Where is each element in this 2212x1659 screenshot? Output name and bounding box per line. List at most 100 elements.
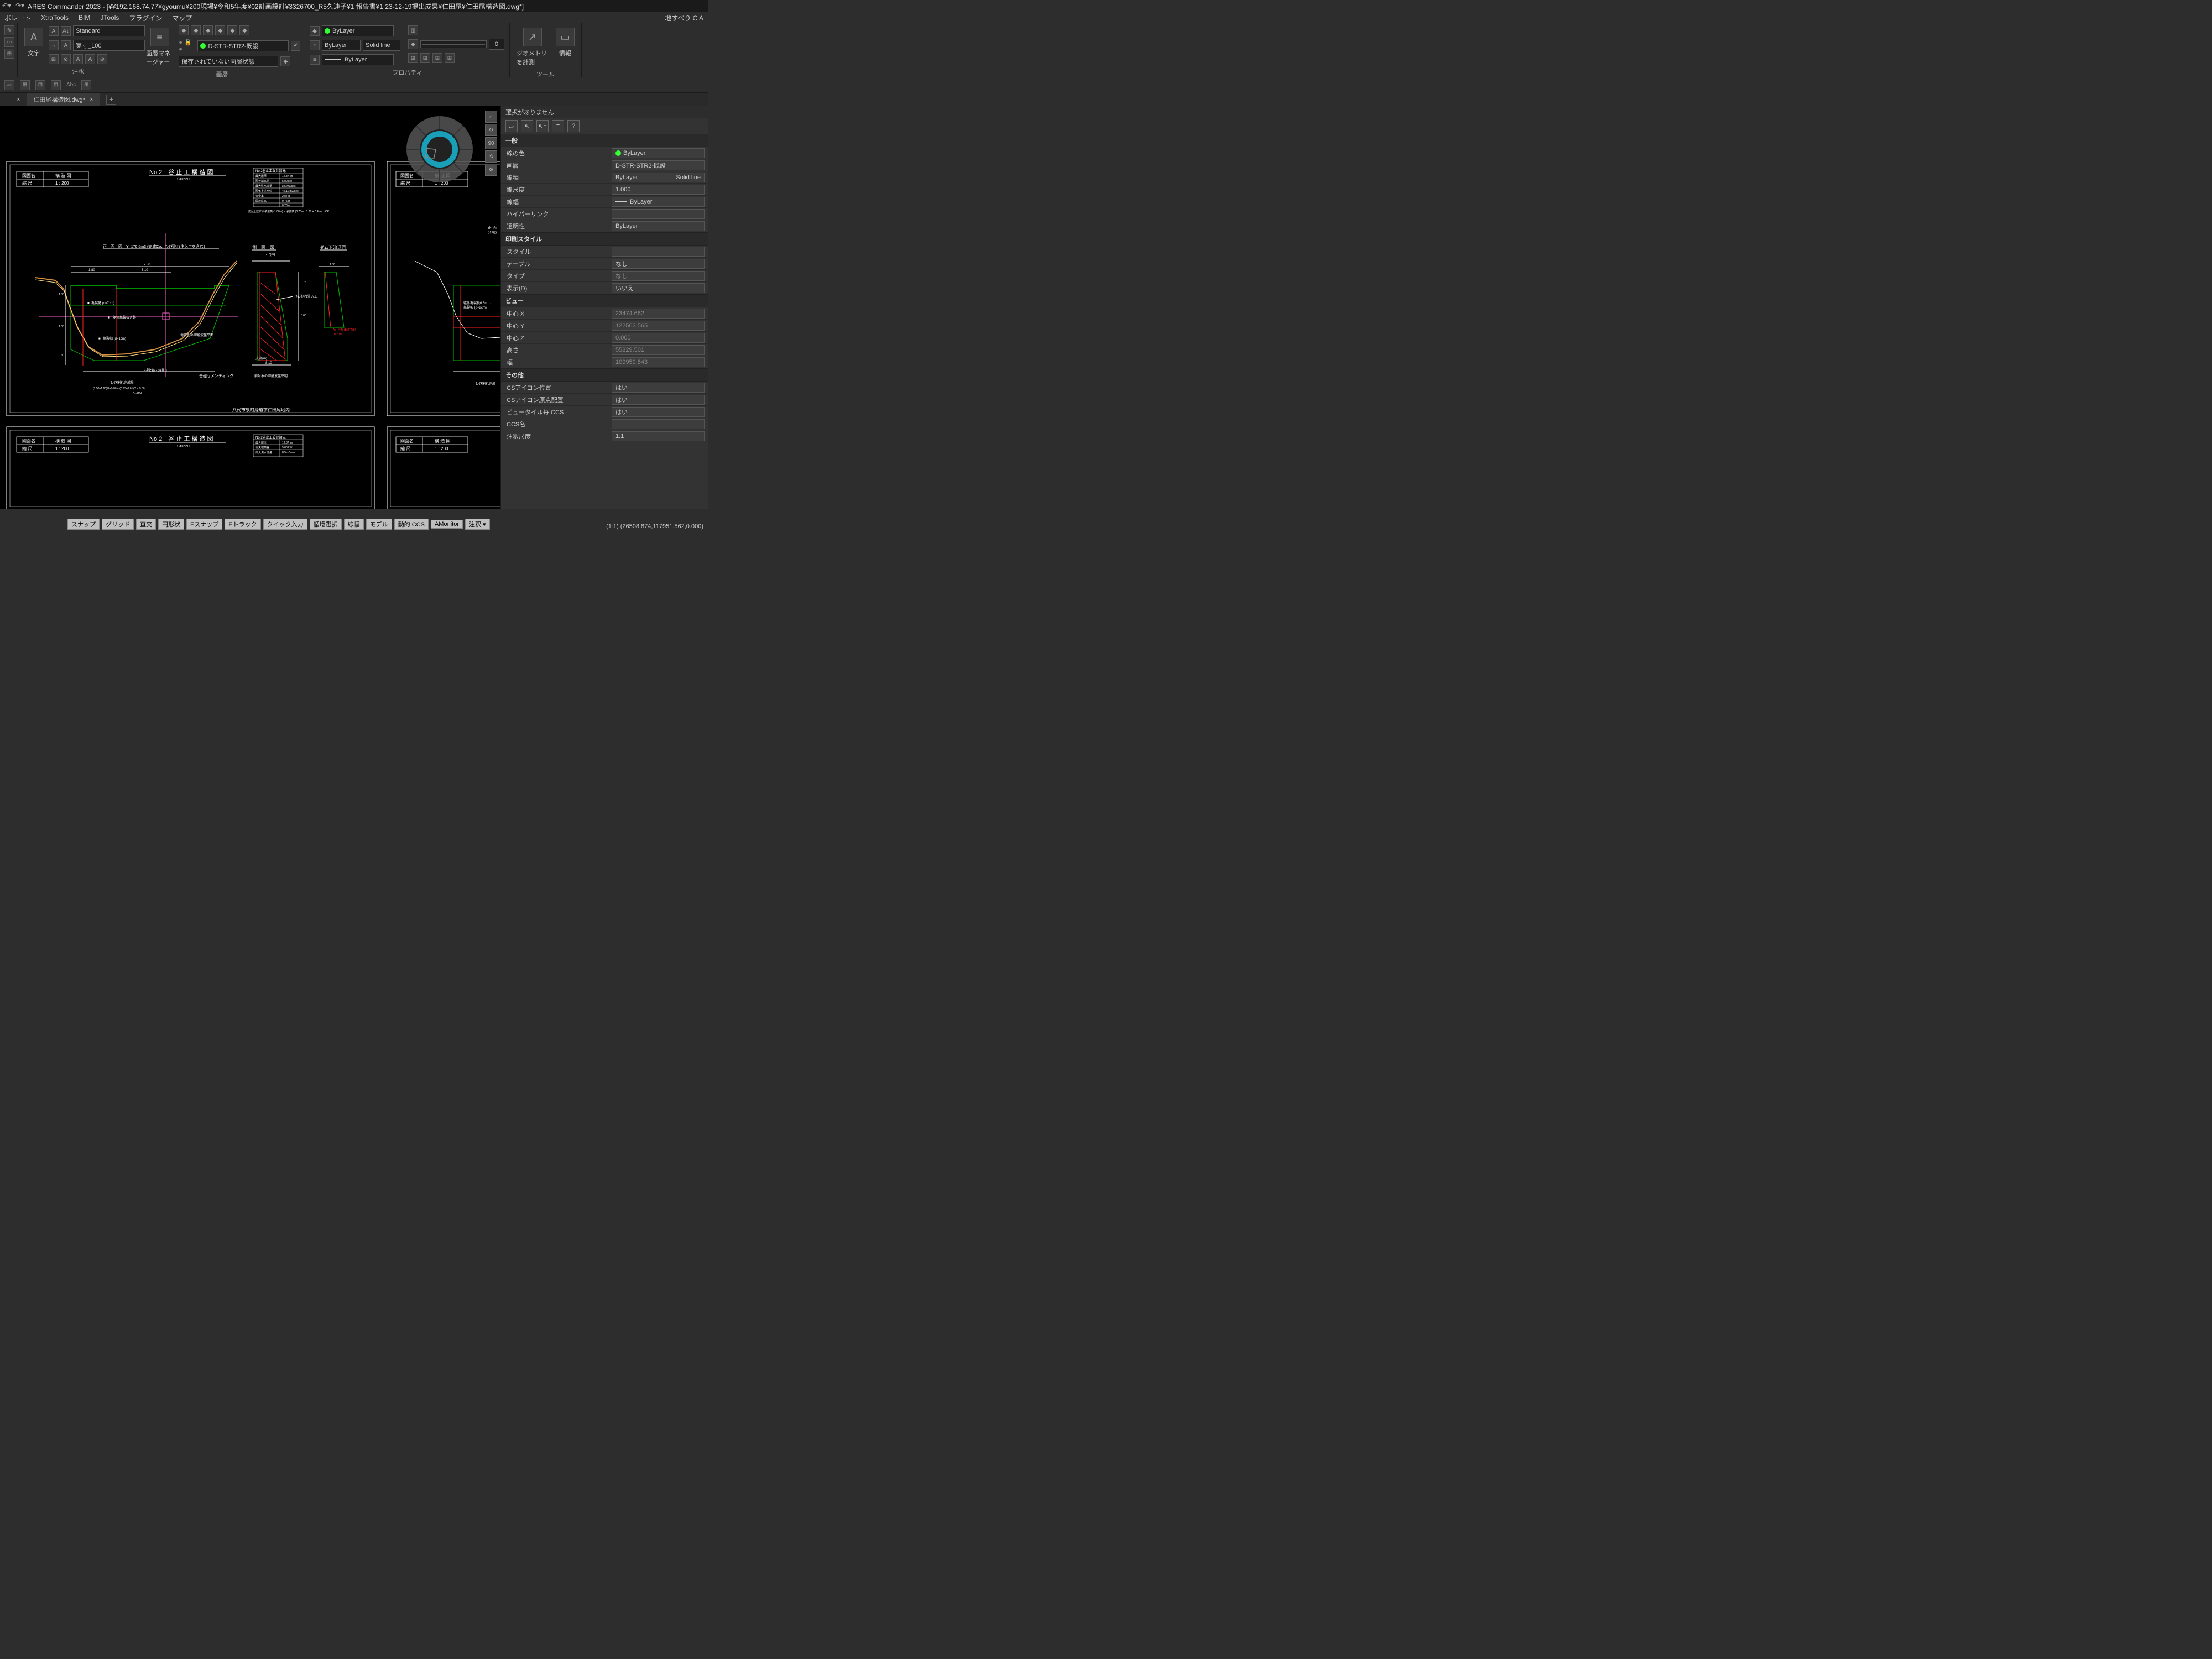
prop-value[interactable]: 1:1 bbox=[612, 431, 705, 441]
annot-icon[interactable]: ⊕ bbox=[97, 54, 107, 64]
annot-icon[interactable]: A bbox=[61, 40, 71, 50]
annot-icon[interactable]: ⊘ bbox=[61, 54, 71, 64]
prop-value[interactable]: ByLayer bbox=[612, 148, 705, 158]
dim-style-combo[interactable]: 実寸_100 bbox=[73, 40, 145, 51]
prop-icon[interactable]: ≡ bbox=[310, 40, 320, 50]
style-combo[interactable]: Standard bbox=[73, 25, 145, 36]
lineweight-slider[interactable] bbox=[420, 40, 487, 48]
status-toggle[interactable]: 動的 CCS bbox=[394, 519, 429, 530]
section-header[interactable]: 印刷スタイル bbox=[501, 232, 708, 246]
redo-icon[interactable]: ↷▾ bbox=[15, 2, 24, 9]
layer-icon[interactable]: ◆ bbox=[179, 25, 189, 35]
prop-value[interactable]: はい bbox=[612, 407, 705, 417]
menu-item[interactable]: JTools bbox=[100, 14, 119, 22]
info-button[interactable]: ▭情報 bbox=[554, 25, 577, 60]
ltype-by-combo[interactable]: ByLayer bbox=[322, 40, 361, 51]
view-cube-nav[interactable] bbox=[401, 111, 478, 188]
prop-value[interactable]: なし bbox=[612, 259, 705, 269]
rotate-ccw-button[interactable]: ⟲ bbox=[485, 150, 497, 163]
menu-item[interactable]: ボレート bbox=[4, 13, 31, 23]
status-toggle[interactable]: 注釈 ▾ bbox=[465, 519, 490, 530]
tool-icon[interactable]: ▱ bbox=[4, 80, 14, 90]
prop-value[interactable]: 1.000 bbox=[612, 185, 705, 195]
layer-icon[interactable]: ◆ bbox=[280, 56, 290, 66]
tool-icon[interactable]: ⊞ bbox=[81, 80, 91, 90]
layer-icon[interactable]: ◆ bbox=[227, 25, 237, 35]
prop-icon[interactable]: ▥ bbox=[408, 25, 418, 35]
tool-icon[interactable]: ✎ bbox=[4, 25, 14, 35]
prop-tool-icon[interactable]: ↖ bbox=[521, 120, 533, 132]
prop-value[interactable]: はい bbox=[612, 383, 705, 393]
status-toggle[interactable]: 線幅 bbox=[344, 519, 364, 530]
layer-manager-button[interactable]: ≡画層マネージャー bbox=[144, 25, 175, 69]
status-toggle[interactable]: スナップ bbox=[67, 519, 100, 530]
status-toggle[interactable]: Eトラック bbox=[225, 519, 260, 530]
rotate-90-button[interactable]: 90 bbox=[485, 137, 497, 149]
prop-value[interactable]: D-STR-STR2-既設 bbox=[612, 160, 705, 170]
tool-icon[interactable]: ⋯ bbox=[4, 37, 14, 47]
tool-icon[interactable]: ⊡ bbox=[35, 80, 45, 90]
home-view-button[interactable]: ⌂ bbox=[485, 111, 497, 123]
prop-value[interactable]: ByLayerSolid line bbox=[612, 173, 705, 182]
status-toggle[interactable]: Eスナップ bbox=[186, 519, 222, 530]
menu-item[interactable]: マップ bbox=[172, 13, 192, 23]
menu-item[interactable]: BIM bbox=[79, 14, 90, 22]
lweight-combo[interactable]: ByLayer bbox=[322, 54, 394, 65]
prop-icon[interactable]: ≡ bbox=[310, 55, 320, 65]
prop-value[interactable]: はい bbox=[612, 395, 705, 405]
text-button[interactable]: A文字 bbox=[22, 25, 45, 60]
status-toggle[interactable]: クイック入力 bbox=[263, 519, 307, 530]
prop-icon[interactable]: ◆ bbox=[408, 39, 418, 49]
annot-icon[interactable]: A bbox=[73, 54, 83, 64]
layer-icon[interactable]: ◆ bbox=[215, 25, 225, 35]
prop-icon[interactable]: ⊞ bbox=[445, 53, 455, 63]
doc-tab-empty[interactable]: × bbox=[0, 93, 27, 106]
rotate-button[interactable]: ↻ bbox=[485, 124, 497, 136]
doc-tab-active[interactable]: 仁田尾構造図.dwg*× bbox=[27, 93, 100, 106]
drawing-viewport[interactable]: 図面名 構 造 図 縮 尺 1 : 200 No.2 谷 止 工 構 造 図 S… bbox=[0, 106, 500, 509]
tool-icon[interactable]: ⊡ bbox=[51, 80, 61, 90]
undo-icon[interactable]: ↶▾ bbox=[2, 2, 11, 9]
tool-icon[interactable]: ⊞ bbox=[20, 80, 30, 90]
prop-value[interactable] bbox=[612, 247, 705, 257]
prop-icon[interactable]: ⊞ bbox=[408, 53, 418, 63]
section-header[interactable]: ビュー bbox=[501, 294, 708, 307]
status-toggle[interactable]: 直交 bbox=[136, 519, 156, 530]
prop-value[interactable] bbox=[612, 419, 705, 429]
prop-tool-icon[interactable]: ≡ bbox=[552, 120, 564, 132]
status-toggle[interactable]: AMonitor bbox=[431, 520, 463, 529]
new-tab-button[interactable]: + bbox=[100, 93, 123, 106]
active-layer-combo[interactable]: D-STR-STR2-既設 bbox=[197, 40, 289, 51]
annot-icon[interactable]: A bbox=[49, 26, 59, 36]
status-toggle[interactable]: モデル bbox=[366, 519, 392, 530]
status-toggle[interactable]: 円形状 bbox=[158, 519, 184, 530]
prop-value[interactable]: いいえ bbox=[612, 283, 705, 293]
section-header[interactable]: その他 bbox=[501, 368, 708, 382]
prop-value[interactable] bbox=[612, 209, 705, 219]
prop-tool-icon[interactable]: ▱ bbox=[505, 120, 518, 132]
prop-icon[interactable]: ◆ bbox=[310, 26, 320, 36]
prop-tool-icon[interactable]: ↖⁺ bbox=[536, 120, 549, 132]
section-header[interactable]: 一般 bbox=[501, 134, 708, 147]
measure-geom-button[interactable]: ↗ジオメトリを計測 bbox=[514, 25, 550, 69]
layer-state-combo[interactable]: 保存されていない画層状態 bbox=[179, 56, 278, 67]
annot-icon[interactable]: A↕ bbox=[61, 26, 71, 36]
annot-icon[interactable]: ↔ bbox=[49, 40, 59, 50]
layer-icon[interactable]: ◆ bbox=[239, 25, 249, 35]
check-icon[interactable]: ✔ bbox=[291, 41, 300, 51]
layer-icon[interactable]: ◆ bbox=[203, 25, 213, 35]
lweight-val[interactable]: 0 bbox=[489, 39, 504, 50]
annot-icon[interactable]: ⊞ bbox=[49, 54, 59, 64]
prop-value[interactable]: ByLayer bbox=[612, 221, 705, 231]
help-button[interactable]: ? bbox=[567, 120, 580, 132]
tool-icon[interactable]: ⊞ bbox=[4, 49, 14, 59]
status-toggle[interactable]: グリッド bbox=[102, 519, 134, 530]
linecolor-combo[interactable]: ByLayer bbox=[322, 25, 394, 36]
menu-item[interactable]: XtraTools bbox=[41, 14, 69, 22]
settings-button[interactable]: ⚙ bbox=[485, 164, 497, 176]
status-toggle[interactable]: 循環選択 bbox=[310, 519, 342, 530]
ltype-combo[interactable]: Solid line bbox=[363, 40, 400, 51]
prop-icon[interactable]: ⊞ bbox=[432, 53, 442, 63]
annot-icon[interactable]: A bbox=[85, 54, 95, 64]
menu-item[interactable]: プラグイン bbox=[129, 13, 162, 23]
